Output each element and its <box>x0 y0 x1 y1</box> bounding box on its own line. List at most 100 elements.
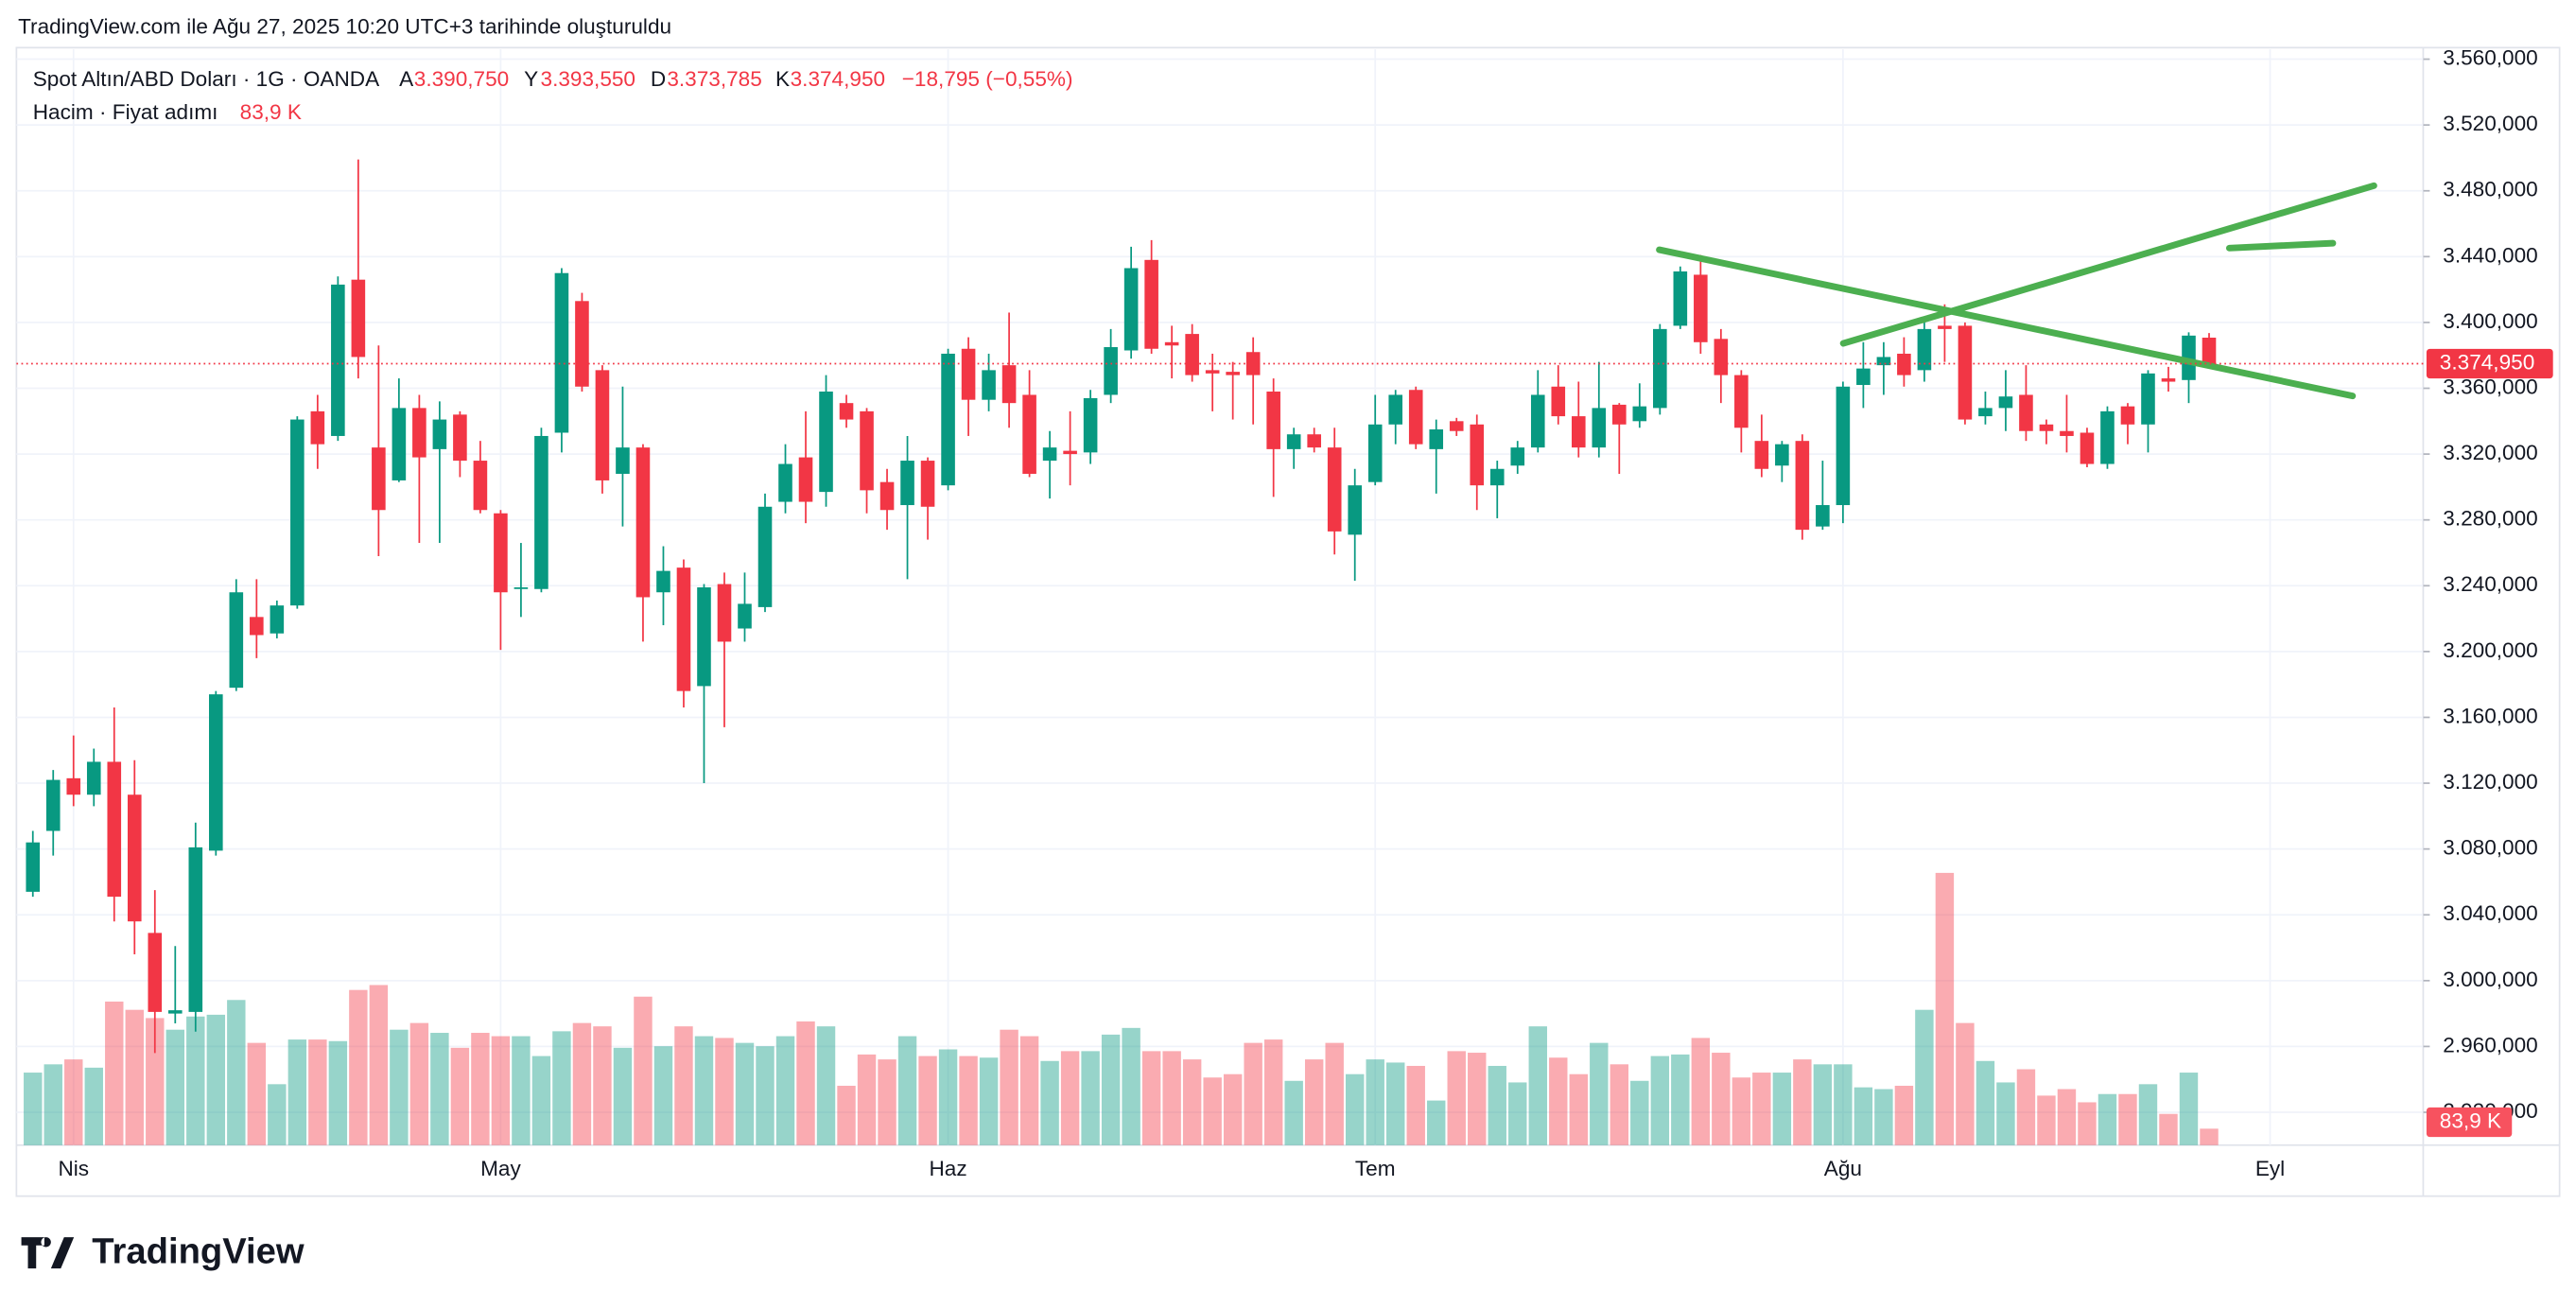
caption: TradingView.com ile Ağu 27, 2025 10:20 U… <box>18 15 671 39</box>
candle-body <box>1489 468 1505 486</box>
candle-body <box>1205 370 1220 374</box>
volume-bar <box>1060 1051 1080 1145</box>
candle-body <box>494 513 508 593</box>
volume-bar <box>1732 1077 1751 1145</box>
trend-line <box>2225 239 2337 252</box>
y-tick-label: 3.280,000 <box>2443 507 2537 531</box>
volume-bar <box>287 1039 307 1145</box>
volume-bar <box>2016 1069 2036 1145</box>
low-label: D <box>651 67 666 91</box>
volume-bar <box>349 989 368 1145</box>
candle-body <box>310 410 325 445</box>
close-value: 3.374,950 <box>791 67 885 91</box>
volume-bar <box>390 1029 409 1145</box>
volume-bar <box>938 1049 958 1145</box>
volume-bar <box>1650 1056 1670 1145</box>
volume-bar <box>1325 1042 1344 1145</box>
volume-bar <box>816 1026 836 1145</box>
volume-bar <box>165 1029 185 1145</box>
candle-body <box>1164 341 1179 346</box>
volume-bar <box>2078 1102 2097 1145</box>
candle-body <box>635 447 651 598</box>
volume-layer <box>24 872 2219 1145</box>
volume-bar <box>2057 1089 2077 1145</box>
volume-bar <box>1468 1053 1487 1145</box>
low-value: 3.373,785 <box>667 67 761 91</box>
logo-icon <box>21 1237 75 1269</box>
candle-body <box>2100 410 2115 464</box>
volume-bar <box>409 1022 429 1145</box>
candle-body <box>1775 444 1789 466</box>
x-tick-label: Ağu <box>1824 1157 1862 1180</box>
volume-bar <box>2200 1128 2219 1145</box>
candle-body <box>1653 328 1667 409</box>
volume-bar <box>1019 1036 1039 1145</box>
y-tick-label: 2.960,000 <box>2443 1033 2537 1056</box>
volume-bar <box>1345 1073 1365 1145</box>
volume-bar <box>2097 1093 2117 1145</box>
y-tick-label: 3.480,000 <box>2443 178 2537 201</box>
volume-bar <box>897 1036 917 1145</box>
candle-body <box>1144 259 1158 349</box>
volume-bar <box>959 1056 978 1145</box>
volume-bar <box>1935 872 1955 1145</box>
high-value: 3.393,550 <box>541 67 635 91</box>
volume-bar <box>572 1022 592 1145</box>
candle-body <box>575 301 589 387</box>
candle-body <box>1083 397 1098 453</box>
volume-bar <box>471 1033 490 1145</box>
candle-body <box>107 761 122 898</box>
volume-bar <box>1427 1100 1446 1145</box>
volume-bar <box>1223 1073 1243 1145</box>
volume-bar <box>1712 1053 1731 1145</box>
last-price-label: 3.374,950 <box>2440 350 2534 374</box>
candle-body <box>432 419 447 449</box>
x-tick-label: May <box>480 1157 521 1180</box>
volume-bar <box>1752 1073 1771 1145</box>
candle-body <box>453 414 467 462</box>
volume-bar <box>227 1000 246 1145</box>
volume-bar <box>1915 1009 1934 1145</box>
y-tick-label: 3.000,000 <box>2443 968 2537 991</box>
candle-body <box>1897 353 1911 375</box>
volume-bar <box>450 1047 470 1145</box>
candle-body <box>1571 416 1586 448</box>
candle-body <box>351 279 366 358</box>
candle-body <box>860 410 874 491</box>
volume-bar <box>1691 1038 1711 1145</box>
volume-bar <box>1976 1060 1995 1145</box>
volume-value: 83,9 K <box>240 100 302 124</box>
change-value: −18,795 (−0,55%) <box>902 67 1073 91</box>
candle-body <box>1856 368 1871 386</box>
candle-body <box>1104 347 1118 395</box>
volume-title: Hacim · Fiyat adımı <box>33 100 218 124</box>
volume-bar <box>1528 1026 1547 1145</box>
candle-body <box>1551 386 1566 417</box>
volume-bar <box>796 1021 815 1145</box>
candle-body <box>473 461 488 511</box>
volume-bar <box>206 1014 226 1145</box>
volume-bar <box>735 1042 755 1145</box>
volume-bar <box>1874 1089 1893 1145</box>
candle-body <box>2141 373 2155 425</box>
candle-body <box>1816 505 1830 527</box>
volume-bar <box>512 1036 531 1145</box>
candle-body <box>372 447 386 511</box>
x-tick-label: Nis <box>58 1157 89 1180</box>
y-tick-label: 3.080,000 <box>2443 836 2537 860</box>
volume-bar <box>756 1046 775 1145</box>
volume-bar <box>694 1036 714 1145</box>
high-label: Y <box>524 67 538 91</box>
volume-bar <box>1813 1064 1833 1145</box>
y-tick-label: 3.360,000 <box>2443 375 2537 398</box>
y-tick-label: 3.240,000 <box>2443 572 2537 596</box>
volume-bar <box>308 1039 327 1145</box>
candle-body <box>1307 434 1321 448</box>
volume-bar <box>1386 1062 1405 1145</box>
volume-bar <box>1610 1064 1629 1145</box>
candle-body <box>1510 447 1525 466</box>
candle-body <box>1694 274 1708 342</box>
candle-body <box>1327 447 1342 532</box>
